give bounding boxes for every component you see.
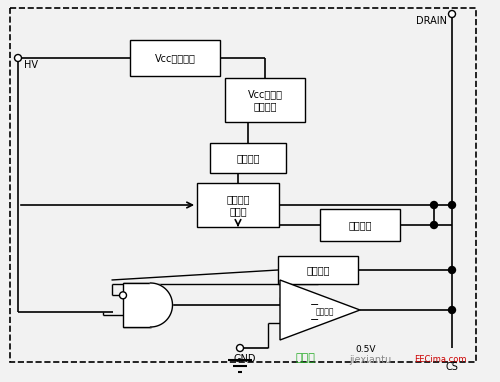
Text: jiexiantu: jiexiantu	[349, 355, 391, 365]
Text: 过热调节: 过热调节	[236, 153, 260, 163]
Text: 电流检测: 电流检测	[316, 308, 334, 317]
Text: 0.5V: 0.5V	[355, 345, 376, 354]
Circle shape	[14, 55, 21, 62]
Circle shape	[448, 10, 456, 18]
Circle shape	[430, 201, 438, 209]
Bar	[320, 209, 400, 241]
Circle shape	[430, 222, 438, 228]
Text: EECima.com: EECima.com	[414, 356, 466, 364]
Bar	[130, 40, 220, 76]
Circle shape	[448, 306, 456, 314]
Text: HV: HV	[24, 60, 38, 70]
Text: −: −	[310, 315, 320, 325]
Circle shape	[448, 201, 456, 209]
Text: 过零检测: 过零检测	[348, 220, 372, 230]
Text: Vcc供电模块: Vcc供电模块	[154, 53, 196, 63]
Text: −: −	[310, 300, 320, 310]
Polygon shape	[280, 280, 360, 340]
Text: GND: GND	[234, 354, 256, 364]
Text: 前沿消隐: 前沿消隐	[306, 265, 330, 275]
Bar	[197, 183, 279, 227]
Polygon shape	[150, 283, 172, 327]
Bar	[210, 143, 286, 173]
Text: 恒流及逻
辑控制: 恒流及逻 辑控制	[226, 194, 250, 216]
Circle shape	[448, 267, 456, 274]
Bar	[123, 283, 150, 327]
Text: DRAIN: DRAIN	[416, 16, 447, 26]
Text: 捷优图: 捷优图	[295, 353, 315, 363]
Circle shape	[236, 345, 244, 351]
Text: Vcc欠压及
上电重置: Vcc欠压及 上电重置	[248, 89, 282, 111]
Bar	[278, 256, 358, 284]
Bar	[225, 78, 305, 122]
Text: CS: CS	[446, 362, 458, 372]
Circle shape	[120, 292, 126, 299]
